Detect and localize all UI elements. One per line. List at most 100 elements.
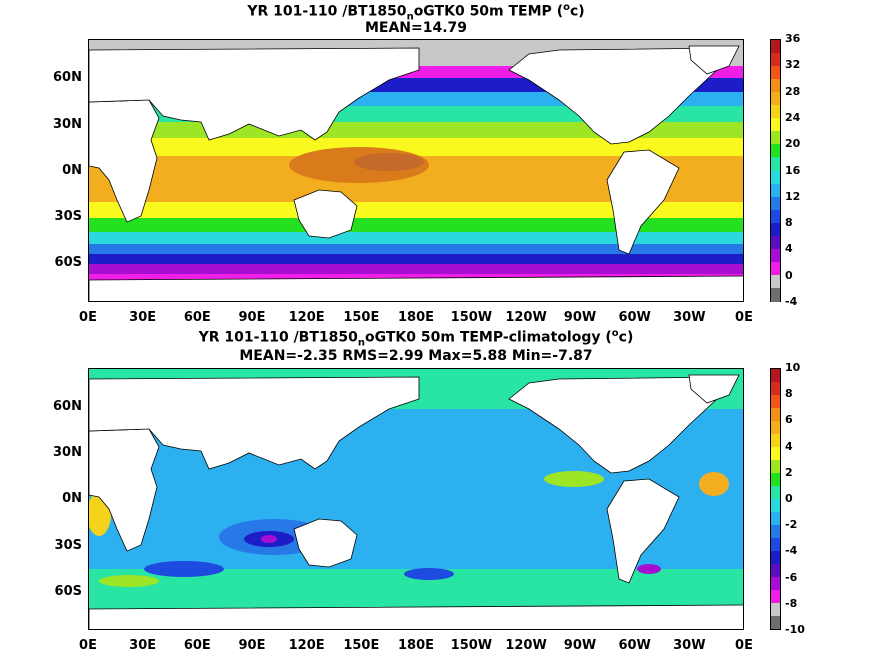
panel1-lon-label: 150W — [450, 310, 493, 325]
panel1-lon-label: 0E — [79, 310, 97, 325]
panel2-lat-60s: 60S — [54, 584, 82, 599]
panel1-colorbar-segment — [771, 209, 780, 224]
panel2-title-text: YR 101-110 /BT1850 — [198, 329, 358, 346]
panel1-colorbar-segment — [771, 79, 780, 94]
panel1-lat-0n: 0N — [62, 163, 82, 178]
panel2-lat-30n: 30N — [53, 445, 82, 460]
panel1-title-unit: c) — [569, 3, 585, 20]
panel1-colorbar-label: 20 — [785, 137, 801, 151]
panel2-colorbar-segment — [771, 460, 780, 473]
panel2-colorbar-label: 2 — [785, 465, 793, 479]
panel1-colorbar — [770, 39, 781, 302]
panel2-colorbar-segment — [771, 590, 780, 603]
panel1-colorbar-segment — [771, 183, 780, 198]
panel2-title-subscript: n — [357, 337, 365, 349]
panel1-lon-label: 150E — [343, 310, 380, 325]
panel1-colorbar-segment — [771, 235, 780, 250]
panel2-lon-label: 120W — [505, 638, 547, 653]
panel1-map — [88, 39, 744, 302]
panel1-colorbar-segment — [771, 53, 780, 68]
panel1-colorbar-segment — [771, 274, 780, 289]
panel1-colorbar-segment — [771, 131, 780, 146]
panel1-map-svg — [89, 40, 743, 301]
panel2-colorbar-segment — [771, 421, 780, 434]
panel1-title-text-2: oGTK0 50m TEMP ( — [413, 3, 564, 20]
panel2-lon-label: 30E — [129, 638, 157, 653]
panel1-colorbar-label: 32 — [785, 58, 801, 72]
panel2-colorbar-label: 4 — [785, 439, 793, 453]
panel2-lon-label: 0E — [79, 638, 97, 653]
panel2-colorbar-label: -10 — [785, 623, 805, 636]
panel2-lon-label: 90W — [563, 638, 597, 653]
panel2-colorbar-label: -2 — [785, 518, 798, 532]
panel1-colorbar-segment — [771, 196, 780, 211]
panel1-title-line1: YR 101-110 /BT1850noGTK0 50m TEMP (oc) — [88, 0, 744, 25]
panel2-lon-label: 120E — [288, 638, 325, 653]
panel1-colorbar-label: 36 — [785, 32, 801, 45]
panel1-title-text: YR 101-110 /BT1850 — [247, 3, 407, 20]
panel1-colorbar-segment — [771, 118, 780, 133]
panel1-lon-label: 180E — [397, 310, 435, 325]
panel2-lon-label: 90E — [238, 638, 266, 653]
panel2-lon-label: 150W — [450, 638, 493, 653]
panel2-title-text-2: oGTK0 50m TEMP-climatology ( — [365, 329, 612, 346]
panel2-lon-label: 150E — [343, 638, 380, 653]
panel1-lon-label: 120W — [505, 310, 547, 325]
panel2-colorbar-label: 0 — [785, 492, 793, 505]
panel2-colorbar-segment — [771, 512, 780, 525]
panel2-lon-label: 30W — [673, 638, 706, 653]
panel1-lat-60n: 60N — [53, 70, 82, 85]
panel2-lat-0n: 0N — [62, 491, 82, 506]
panel1-colorbar-label: 12 — [785, 189, 801, 203]
panel2-lat-30s: 30S — [54, 538, 82, 553]
panel1-colorbar-segment — [771, 40, 780, 54]
panel2-colorbar-segment — [771, 369, 780, 382]
panel1-colorbar-segment — [771, 287, 780, 302]
panel1-lon-label: 0E — [735, 310, 753, 325]
panel1-lat-60s: 60S — [54, 255, 82, 270]
panel1-lon-label: 90E — [238, 310, 266, 325]
panel2-colorbar-segment — [771, 551, 780, 564]
panel2-colorbar-segment — [771, 577, 780, 590]
panel2-colorbar-segment — [771, 434, 780, 447]
panel2-lat-60n: 60N — [53, 399, 82, 414]
panel2-colorbar-segment — [771, 603, 780, 616]
panel2-colorbar-segment — [771, 447, 780, 460]
panel1-colorbar-segment — [771, 157, 780, 172]
panel1-lat-30s: 30S — [54, 209, 82, 224]
panel2-lon-label: 180E — [397, 638, 435, 653]
panel2-colorbar-label: -6 — [785, 570, 798, 584]
panel2-lon-label: 60E — [183, 638, 211, 653]
panel1-lon-label: 120E — [288, 310, 325, 325]
panel1-colorbar-segment — [771, 170, 780, 185]
panel2-colorbar-segment — [771, 564, 780, 577]
panel1-lon-label: 30E — [129, 310, 157, 325]
panel1-lon-label: 60W — [618, 310, 651, 325]
panel1-colorbar-label: 28 — [785, 84, 801, 98]
panel1-lon-label: 60E — [183, 310, 211, 325]
panel1-colorbar-label: 0 — [785, 268, 793, 282]
panel2-title-superscript: o — [611, 328, 619, 339]
panel1-colorbar-label: 16 — [785, 163, 801, 177]
panel2-title-line2: MEAN=-2.35 RMS=2.99 Max=5.88 Min=-7.87 — [239, 348, 593, 364]
panel1-title-subscript: n — [406, 11, 414, 23]
panel1-colorbar-label: -4 — [785, 295, 798, 308]
panel2-colorbar-segment — [771, 486, 780, 499]
panel2-lon-label: 60W — [618, 638, 651, 653]
panel2-colorbar-segment — [771, 395, 780, 408]
panel2-colorbar-label: 10 — [785, 361, 801, 374]
panel1-colorbar-label: 24 — [785, 110, 801, 124]
panel2-colorbar-segment — [771, 382, 780, 395]
panel2-colorbar-label: -8 — [785, 596, 798, 610]
panel1-colorbar-segment — [771, 66, 780, 81]
panel2-lon-label: 0E — [735, 638, 753, 653]
panel2-colorbar-segment — [771, 616, 780, 629]
panel2-colorbar-label: -4 — [785, 544, 798, 558]
panel2-title-unit: c) — [618, 329, 634, 346]
panel1-colorbar-segment — [771, 222, 780, 237]
panel1-colorbar-segment — [771, 92, 780, 107]
panel1-lon-label: 30W — [673, 310, 706, 325]
panel2-colorbar-label: 8 — [785, 387, 793, 401]
panel1-lon-label: 90W — [563, 310, 597, 325]
panel2-colorbar-segment — [771, 525, 780, 538]
